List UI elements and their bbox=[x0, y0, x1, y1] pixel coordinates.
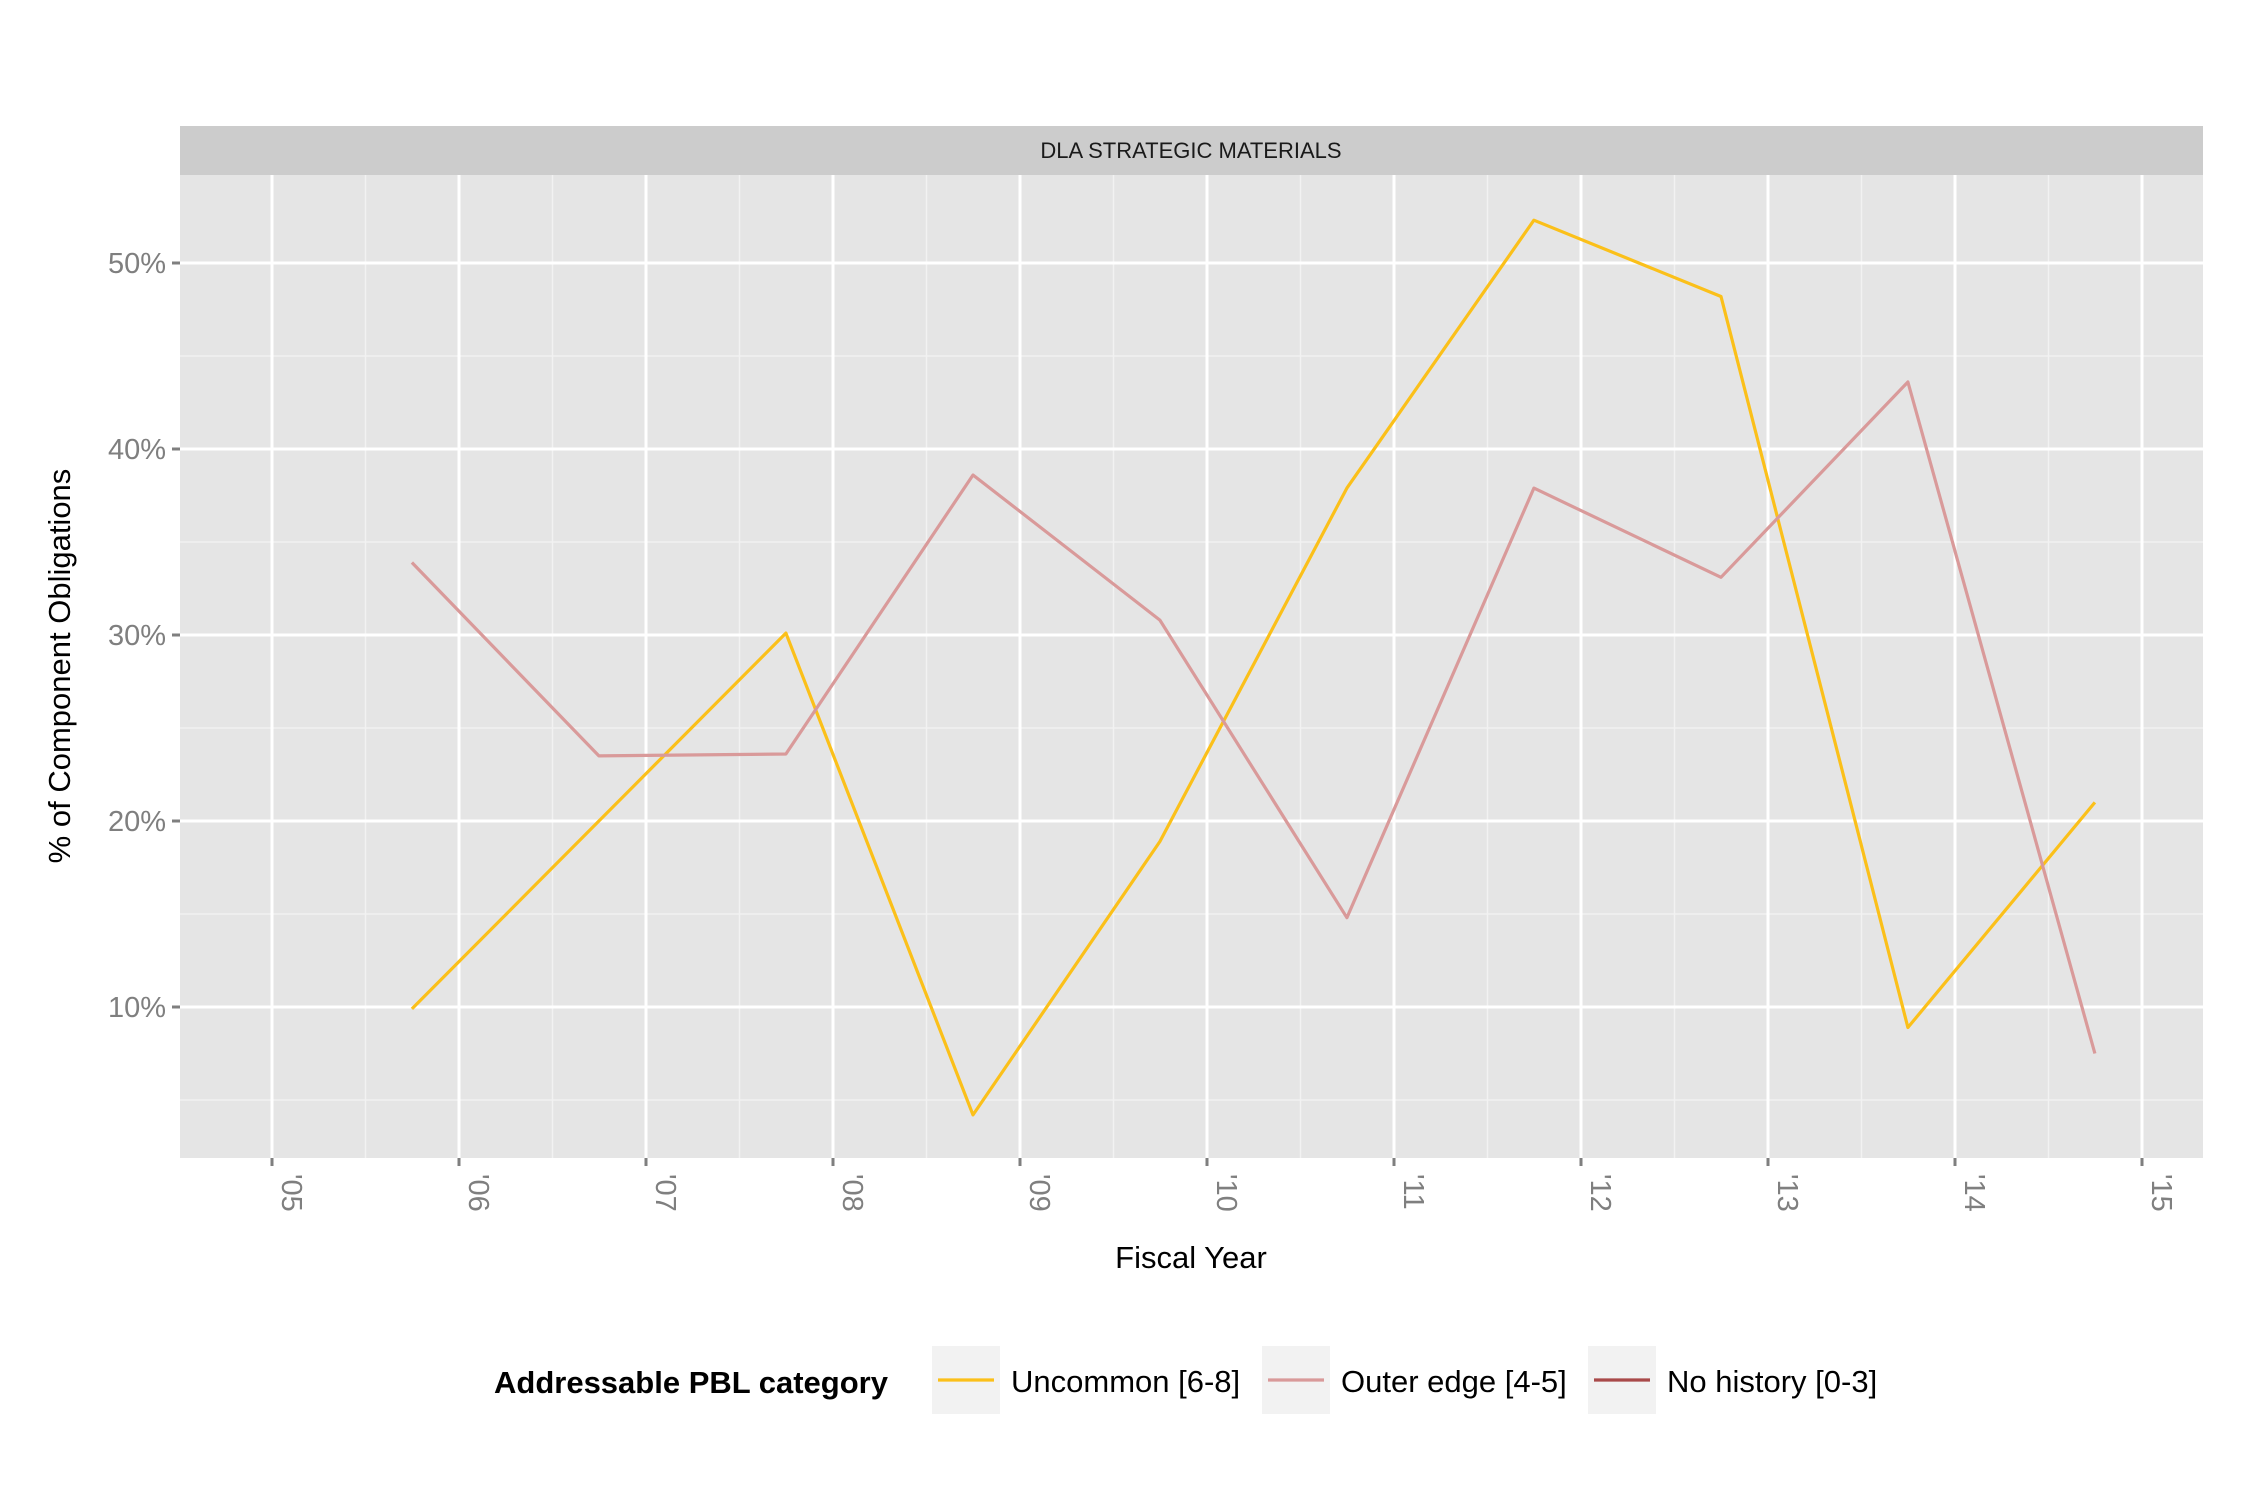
y-tick-label: 40% bbox=[108, 434, 166, 466]
x-tick-label: '10 bbox=[1210, 1174, 1242, 1212]
legend-label: Outer edge [4-5] bbox=[1341, 1364, 1567, 1399]
x-tick-label: '09 bbox=[1023, 1174, 1055, 1212]
x-tick-label: '12 bbox=[1584, 1174, 1616, 1212]
x-tick-label: '13 bbox=[1771, 1174, 1803, 1212]
series-line-0 bbox=[410, 218, 2097, 1117]
x-tick-label: '08 bbox=[836, 1174, 868, 1212]
x-tick-label: '06 bbox=[462, 1174, 494, 1212]
minor-grid bbox=[180, 175, 2203, 1158]
legend-title: Addressable PBL category bbox=[494, 1365, 889, 1400]
plot-panel bbox=[180, 175, 2203, 1158]
y-tick-label: 30% bbox=[108, 620, 166, 652]
x-tick-label: '05 bbox=[275, 1174, 307, 1212]
legend-label: No history [0-3] bbox=[1667, 1364, 1877, 1399]
series-line-1 bbox=[410, 380, 2097, 1054]
legend: Addressable PBL category Uncommon [6-8] O… bbox=[494, 1346, 1877, 1414]
y-axis-title: % of Component Obligations bbox=[42, 469, 77, 864]
series-lines bbox=[410, 218, 2097, 1117]
major-grid bbox=[180, 175, 2203, 1158]
facet-strip bbox=[180, 126, 2203, 175]
y-tick-label: 50% bbox=[108, 248, 166, 280]
x-tick-label: '11 bbox=[1397, 1174, 1429, 1210]
y-axis: 10% 20% 30% 40% 50% bbox=[108, 248, 180, 1024]
x-tick-label: '15 bbox=[2145, 1174, 2177, 1212]
x-axis-title: Fiscal Year bbox=[1115, 1240, 1267, 1275]
facet-title: DLA STRATEGIC MATERIALS bbox=[1040, 138, 1341, 163]
x-tick-label: '14 bbox=[1958, 1174, 1990, 1212]
legend-label: Uncommon [6-8] bbox=[1011, 1364, 1240, 1399]
y-tick-label: 10% bbox=[108, 992, 166, 1024]
x-tick-label: '07 bbox=[649, 1174, 681, 1212]
y-tick-label: 20% bbox=[108, 806, 166, 838]
x-axis: '05 '06 '07 '08 '09 '10 '11 '12 '13 '14 '15 bbox=[270, 1158, 2177, 1212]
